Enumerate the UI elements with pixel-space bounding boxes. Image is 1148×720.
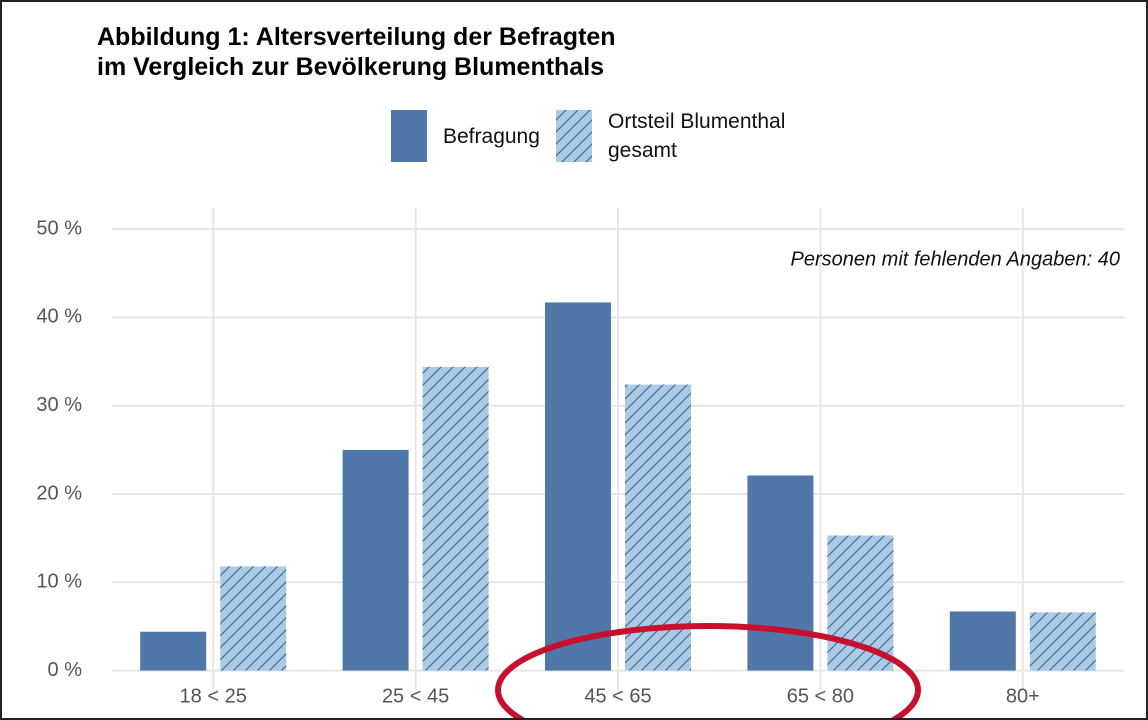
legend-swatch <box>391 110 427 162</box>
legend-label: Befragung <box>443 124 540 148</box>
y-tick-label: 20 % <box>36 482 82 504</box>
x-tick-label: 25 < 45 <box>382 685 449 707</box>
bar <box>422 366 489 671</box>
bar <box>625 384 691 671</box>
bar <box>827 535 894 671</box>
bar <box>140 631 207 671</box>
bar <box>949 611 1016 671</box>
y-tick-label: 50 % <box>36 217 82 239</box>
bar <box>545 302 611 671</box>
x-tick-label: 65 < 80 <box>787 685 854 707</box>
legend-swatch <box>556 110 592 162</box>
bar <box>342 449 409 671</box>
y-tick-label: 0 % <box>48 659 83 681</box>
chart-title: Abbildung 1: Altersverteilung der Befrag… <box>97 23 616 81</box>
y-tick-label: 10 % <box>36 571 82 593</box>
bar <box>747 475 814 671</box>
y-tick-label: 30 % <box>36 394 82 416</box>
bar <box>1029 612 1096 671</box>
bar <box>220 566 287 671</box>
y-tick-label: 40 % <box>36 306 82 328</box>
annotation: Personen mit fehlenden Angaben: 40 <box>790 248 1120 270</box>
x-tick-label: 45 < 65 <box>584 685 651 707</box>
legend-label: Ortsteil Blumenthal gesamt <box>608 110 786 162</box>
x-tick-label: 18 < 25 <box>180 685 247 707</box>
x-tick-label: 80+ <box>1006 685 1040 707</box>
highlight-ellipse <box>495 623 921 718</box>
